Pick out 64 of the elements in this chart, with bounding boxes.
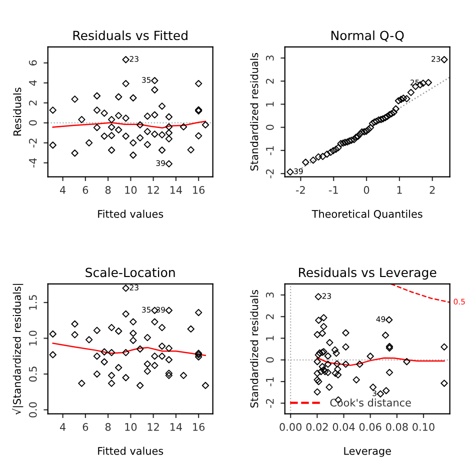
x-tick-label: 14	[170, 423, 182, 431]
y-axis-title: Residuals	[13, 88, 22, 136]
line-series	[52, 342, 206, 356]
x-tick-label: 12	[148, 423, 159, 431]
x-axis-title: Theoretical Quantiles	[312, 210, 422, 220]
x-tick-label: 1	[397, 186, 402, 194]
y-tick-label: 6	[28, 60, 37, 66]
y-axis-title: Standardized residuals	[250, 290, 258, 408]
line-series	[390, 284, 450, 303]
x-tick-label: 0.00	[280, 423, 302, 431]
y-axis-title: √|Standardized residuals|	[12, 284, 24, 415]
x-tick-label: 6	[82, 186, 88, 194]
x-tick-label: 4	[60, 186, 66, 194]
x-tick-label: 10	[125, 423, 137, 431]
y-tick-label: 3	[266, 56, 274, 61]
y-tick-label: 4	[29, 80, 37, 86]
x-axis-title: Fitted values	[98, 446, 164, 455]
x-tick-label: 0.02	[306, 423, 328, 431]
x-tick-label: -2	[296, 186, 305, 194]
x-tick-label: 0.06	[359, 423, 382, 431]
y-tick-label: 0	[266, 124, 274, 130]
x-tick-label: 4	[60, 423, 66, 431]
x-tick-label: 0.04	[332, 423, 355, 431]
y-tick-label: -2	[266, 169, 274, 178]
x-tick-label: 0.08	[386, 423, 408, 431]
line-series	[52, 120, 206, 128]
x-tick-label: 14	[170, 186, 182, 194]
y-tick-label: -4	[29, 158, 37, 168]
x-tick-label: 0	[364, 186, 370, 194]
chart-title: Normal Q-Q	[331, 30, 404, 42]
x-tick-label: 10	[125, 186, 137, 194]
line-series	[316, 357, 445, 366]
x-tick-label: 12	[148, 186, 159, 194]
y-tick-label: -2	[28, 138, 37, 148]
legend-label: Cook's distance	[330, 398, 411, 407]
chart-title: Residuals vs Leverage	[299, 267, 436, 280]
y-tick-label: 0	[266, 357, 274, 363]
chart-title: Scale-Location	[86, 267, 175, 278]
y-tick-label: 1.5	[29, 295, 37, 310]
y-tick-label: 2	[28, 100, 37, 106]
x-tick-label: 16	[193, 186, 205, 194]
x-tick-label: 16	[193, 423, 205, 431]
x-tick-label: 8	[105, 186, 111, 194]
y-tick-label: 2	[266, 78, 274, 84]
y-tick-label: 3	[266, 292, 274, 298]
y-tick-label: 1	[266, 102, 274, 106]
y-tick-label: 0.5	[28, 366, 37, 382]
y-axis-title: Standardized residuals	[250, 52, 258, 171]
y-tick-label: 0.0	[28, 402, 37, 418]
x-tick-label: 0.10	[412, 423, 434, 431]
x-tick-label: 8	[105, 423, 111, 431]
y-tick-label: 1.0	[28, 330, 37, 346]
y-tick-label: 1	[266, 336, 274, 340]
x-tick-label: 6	[82, 423, 88, 431]
x-tick-label: 2	[430, 186, 435, 194]
x-axis-title: Leverage	[344, 447, 391, 457]
x-axis-title: Fitted values	[98, 210, 164, 218]
y-tick-label: -1	[266, 146, 274, 156]
chart-title: Residuals vs Fitted	[73, 30, 188, 40]
y-tick-label: -2	[266, 399, 274, 408]
y-tick-label: 0	[28, 120, 37, 126]
x-tick-label: -1	[328, 186, 338, 194]
y-tick-label: -1	[266, 377, 274, 386]
y-tick-label: 2	[266, 314, 274, 320]
